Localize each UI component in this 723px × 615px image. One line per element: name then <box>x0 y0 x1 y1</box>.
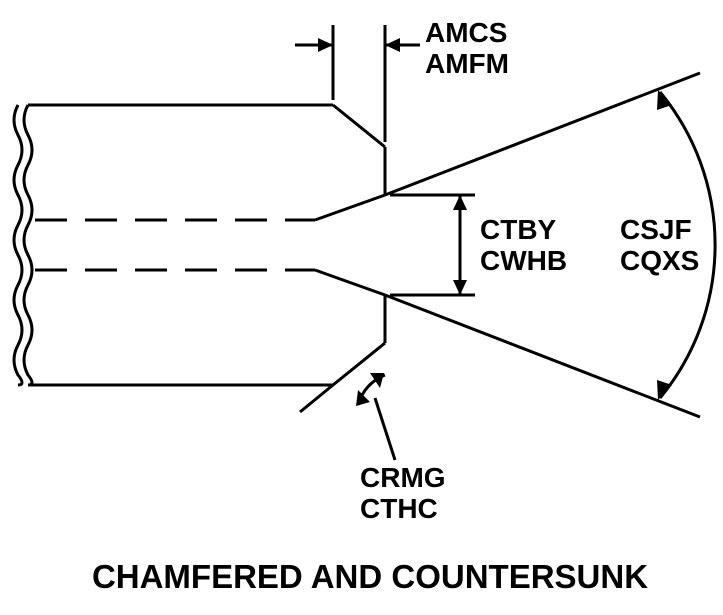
label-csjf-cqxs: CSJF CQXS <box>620 215 699 277</box>
label-cwhb: CWHB <box>480 246 567 277</box>
countersink-ext-bottom <box>385 295 700 417</box>
label-crmg: CRMG <box>360 463 446 494</box>
dim-amcs-arrowhead-left <box>318 38 333 52</box>
break-line-left <box>14 105 22 385</box>
countersink-inner-top <box>315 195 385 220</box>
dim-crmg-arrowhead-top <box>370 373 384 388</box>
label-amcs: AMCS <box>425 18 509 49</box>
dim-crmg-ext <box>300 385 333 412</box>
label-ctby-cwhb: CTBY CWHB <box>480 215 567 277</box>
label-ctby: CTBY <box>480 215 567 246</box>
diagram-container: AMCS AMFM CTBY CWHB CSJF CQXS CRMG CTHC … <box>0 0 723 615</box>
label-cqxs: CQXS <box>620 246 699 277</box>
dim-ctby-arrowhead-bottom <box>453 280 467 295</box>
label-cthc: CTHC <box>360 494 446 525</box>
label-amfm: AMFM <box>425 49 509 80</box>
break-line-right <box>24 105 32 385</box>
countersink-inner-bottom <box>315 270 385 295</box>
dim-amcs-arrowhead-right <box>385 38 400 52</box>
diagram-title: CHAMFERED AND COUNTERSUNK <box>40 558 700 596</box>
label-amcs-amfm: AMCS AMFM <box>425 18 509 80</box>
dim-crmg-leader <box>375 398 395 460</box>
dim-ctby-arrowhead-top <box>453 195 467 210</box>
chamfer-top <box>333 105 385 147</box>
label-csjf: CSJF <box>620 215 699 246</box>
countersink-ext-top <box>385 73 700 195</box>
label-crmg-cthc: CRMG CTHC <box>360 463 446 525</box>
